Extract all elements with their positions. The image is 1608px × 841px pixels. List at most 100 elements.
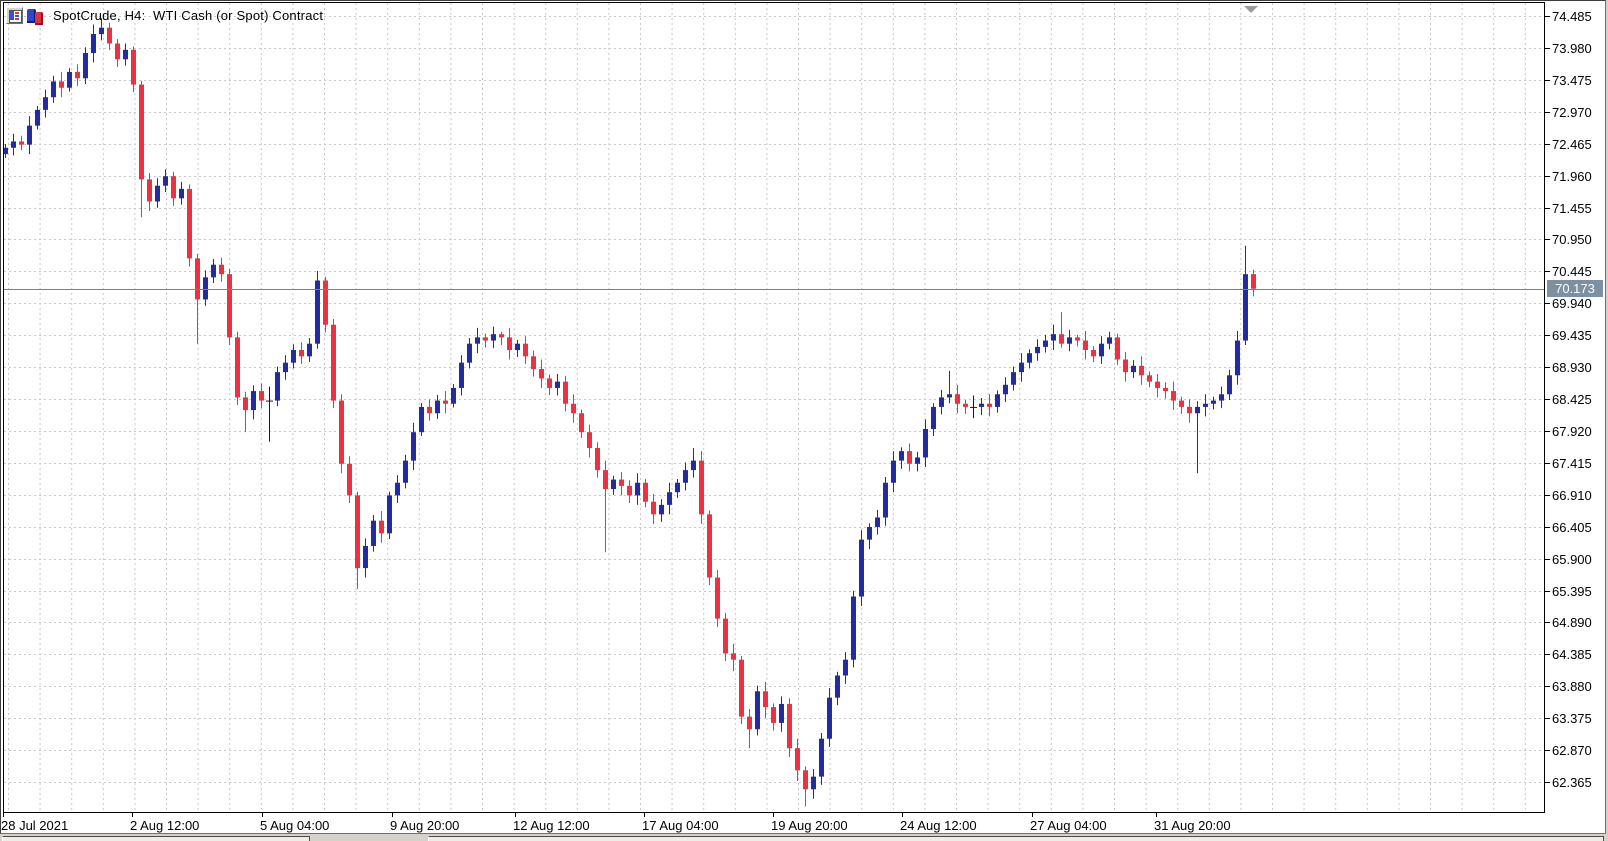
candle-body (1211, 400, 1216, 404)
candle-body (787, 703, 792, 749)
candle-body (651, 501, 656, 515)
current-price-badge: 70.173 (1547, 280, 1603, 297)
candle-body (1123, 359, 1128, 373)
candle-body (659, 504, 664, 515)
candle-body (931, 406, 936, 430)
candle-body (851, 596, 856, 660)
candle-body (923, 429, 928, 458)
candle-body (835, 675, 840, 698)
candle-body (1027, 353, 1032, 363)
candle-body (947, 394, 952, 398)
candle-body (635, 482, 640, 496)
candle-body (699, 460, 704, 515)
candle-body (1163, 387, 1168, 392)
bottom-panel-right-top[interactable] (428, 836, 1604, 841)
candle-body (259, 391, 264, 401)
candle-body (547, 378, 552, 388)
candle-body (563, 381, 568, 404)
candle-body (91, 34, 96, 53)
candle-body (403, 460, 408, 483)
candle-body (1011, 372, 1016, 385)
candle-body (779, 703, 784, 723)
candle-body (611, 479, 616, 490)
candle-body (291, 350, 296, 363)
candle-body (1003, 384, 1008, 395)
candle-body (187, 188, 192, 259)
candle-body (243, 397, 248, 411)
candle-body (59, 81, 64, 88)
candle-body (891, 460, 896, 483)
candle-body (1043, 340, 1048, 347)
candle-body (163, 176, 168, 186)
candle-body (123, 49, 128, 60)
candle-body (587, 432, 592, 448)
candle-body (795, 748, 800, 771)
chart-title: SpotCrude, H4: WTI Cash (or Spot) Contra… (53, 8, 324, 23)
candle-body (859, 539, 864, 597)
candle-body (443, 400, 448, 404)
candle-body (579, 413, 584, 433)
candle-body (715, 577, 720, 619)
candle-body (1235, 340, 1240, 376)
candle-body (107, 27, 112, 44)
candle-body (803, 770, 808, 790)
candle-body (1171, 391, 1176, 401)
candle-body (1099, 343, 1104, 357)
candle-body (315, 280, 320, 344)
bottom-panel-left-top[interactable] (2, 836, 310, 841)
candle-body (411, 432, 416, 461)
candle-body (219, 264, 224, 275)
candle-body (427, 406, 432, 414)
candle-body (363, 545, 368, 569)
candle-body (755, 691, 760, 730)
candle-body (1227, 375, 1232, 395)
candle-body (1147, 375, 1152, 382)
candle-body (915, 457, 920, 464)
candle-body (595, 447, 600, 471)
candle-body (475, 337, 480, 344)
candle-body (1035, 346, 1040, 354)
candle-body (763, 691, 768, 708)
candle-body (1155, 381, 1160, 388)
candle-body (499, 334, 504, 338)
candle-body (179, 188, 184, 199)
candle-body (731, 653, 736, 660)
candle-body (1131, 365, 1136, 373)
candle-body (235, 337, 240, 398)
bottom-panel-strip (0, 834, 1608, 841)
candle-body (907, 451, 912, 464)
candle-body (899, 451, 904, 461)
candle-body (3, 147, 8, 155)
candle-body (451, 387, 456, 404)
candle-body (747, 716, 752, 730)
candle-body (139, 84, 144, 180)
candle-body (1083, 340, 1088, 351)
candle-body (171, 176, 176, 199)
candle-body (675, 482, 680, 493)
candle-body (1187, 406, 1192, 414)
candle-body (995, 394, 1000, 407)
candle-body (1203, 403, 1208, 407)
candle-body (395, 482, 400, 496)
candle-body (195, 258, 200, 300)
candle-body (299, 350, 304, 357)
candle-body (643, 482, 648, 502)
candle-body (275, 372, 280, 401)
candle-body (1019, 362, 1024, 373)
candle-body (811, 776, 816, 790)
candle-body (35, 109, 40, 126)
candle-body (1195, 406, 1200, 414)
candle-body (691, 460, 696, 471)
candle-body (435, 400, 440, 414)
candle-body (507, 337, 512, 351)
candle-body (387, 495, 392, 534)
candle-body (739, 659, 744, 717)
candle-body (1107, 337, 1112, 344)
candle-body (355, 495, 360, 569)
volume-bars-icon (26, 7, 43, 25)
candle-body (1115, 337, 1120, 360)
candle-body (707, 514, 712, 578)
